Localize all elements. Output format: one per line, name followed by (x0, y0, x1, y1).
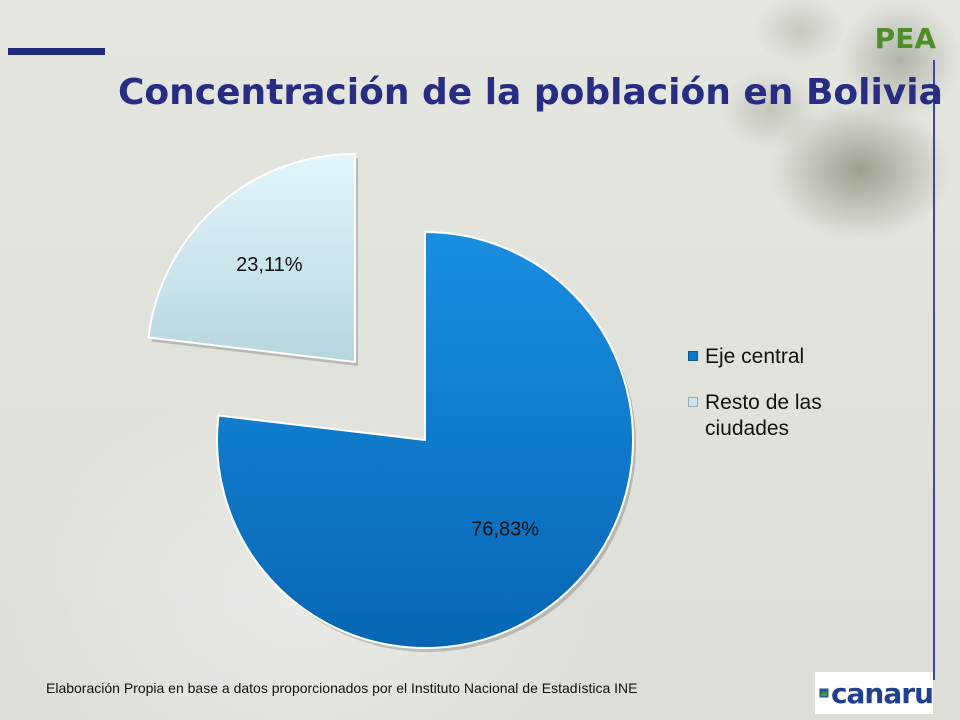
source-note: Elaboración Propia en base a datos propo… (46, 680, 638, 696)
legend-swatch-resto (688, 397, 698, 407)
title-accent-bar (8, 48, 105, 55)
legend-item-resto: Resto de las ciudades (688, 390, 848, 442)
legend-label: Resto de las ciudades (705, 391, 822, 440)
legend-item-eje-central: Eje central (688, 344, 848, 370)
pie-slice-label: 76,83% (471, 518, 539, 540)
pie-slice-label: 23,11% (236, 254, 303, 276)
right-rule-line (933, 60, 935, 680)
legend-label: Eje central (705, 345, 805, 368)
logo-mark-icon (819, 688, 829, 698)
brand-label: PEA (874, 22, 936, 55)
chart-legend: Eje central Resto de las ciudades (688, 344, 848, 462)
logo-text: canaru (830, 676, 934, 710)
pie-slice-resto-de-las-ciudades (147, 152, 356, 364)
pie-slice-eje-central (216, 230, 634, 649)
slide-title: Concentración de la población en Bolivia (118, 72, 943, 113)
canaru-logo: canaru (815, 672, 934, 714)
legend-swatch-eje-central (688, 351, 698, 361)
